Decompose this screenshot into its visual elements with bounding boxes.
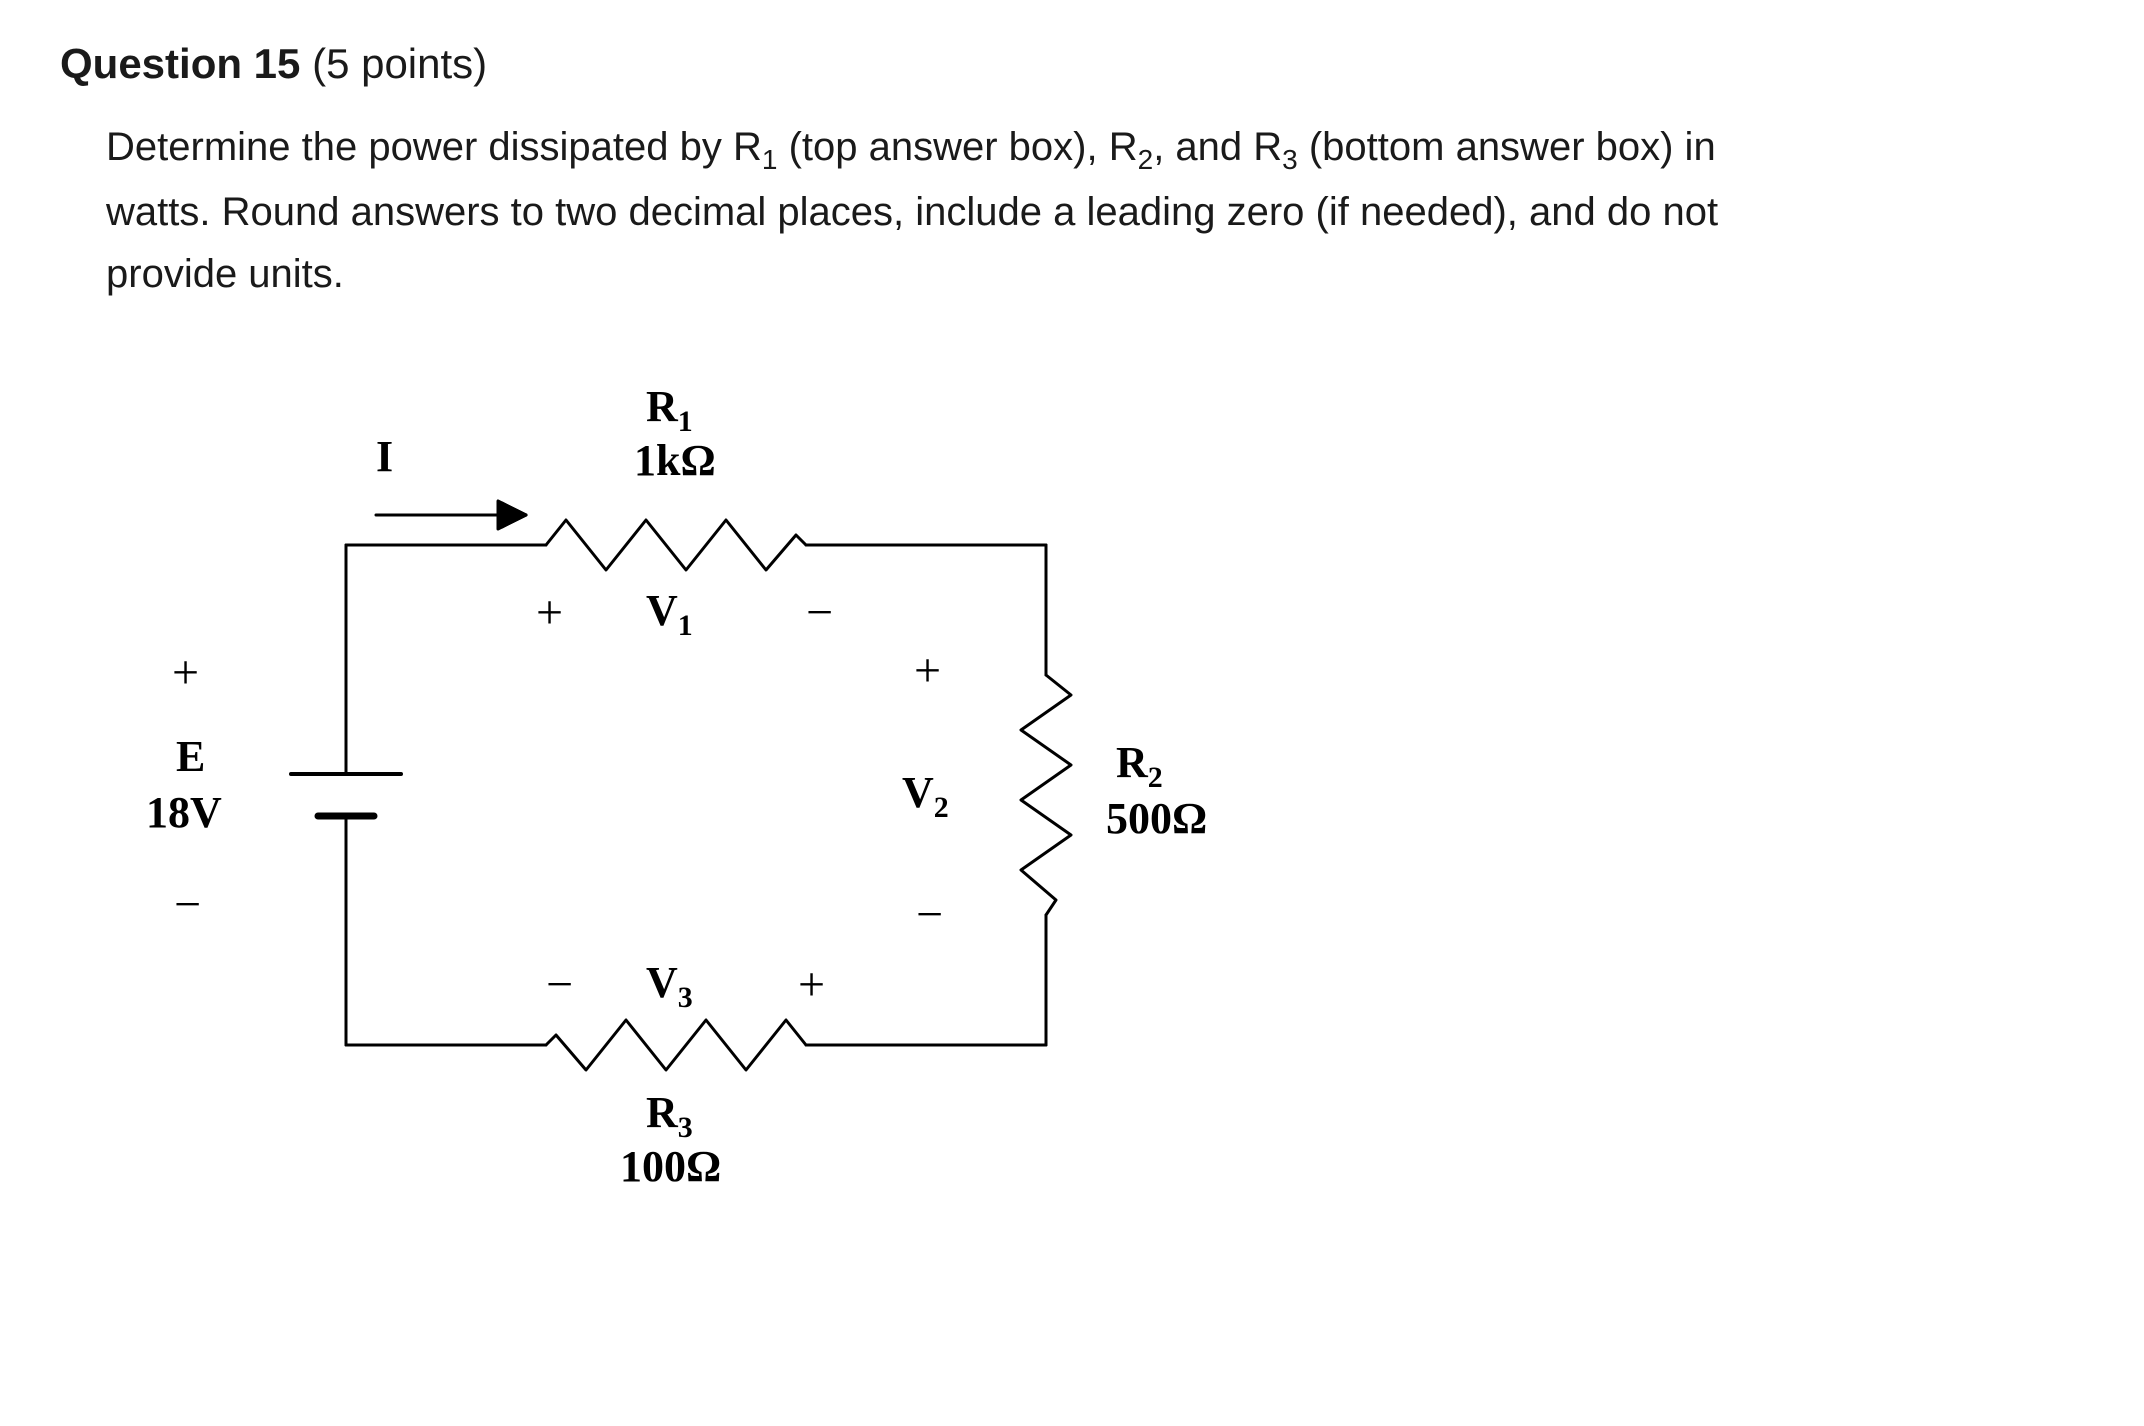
r2-vplus: + <box>914 643 941 698</box>
circuit-diagram: I R1 1kΩ + V1 − + V2 − R2 500Ω − V3 + R3… <box>106 375 1306 1195</box>
r3-name: R3 <box>646 1087 693 1145</box>
question-number: Question 15 <box>60 40 300 87</box>
question-header: Question 15 (5 points) <box>60 40 2084 88</box>
current-arrow <box>376 501 526 529</box>
source-plus: + <box>172 645 199 700</box>
r3-value: 100Ω <box>620 1141 721 1192</box>
r2-value: 500Ω <box>1106 793 1207 844</box>
r1-value: 1kΩ <box>634 435 716 486</box>
question-prompt: Determine the power dissipated by R1 (to… <box>106 116 1784 305</box>
r3-vlabel: V3 <box>646 957 693 1015</box>
r1-name: R1 <box>646 381 693 439</box>
r1-vplus: + <box>536 585 563 640</box>
resistor-r1 <box>546 520 806 570</box>
r3-vplus: + <box>798 957 825 1012</box>
source-minus: − <box>174 877 201 932</box>
r2-vminus: − <box>916 887 943 942</box>
r3-vminus: − <box>546 957 573 1012</box>
source-value: 18V <box>146 787 222 838</box>
r2-name: R2 <box>1116 737 1163 795</box>
r1-vlabel: V1 <box>646 585 693 643</box>
resistor-r3 <box>546 1020 806 1070</box>
resistor-r2 <box>1021 675 1071 915</box>
r1-vminus: − <box>806 585 833 640</box>
source-name: E <box>176 731 205 782</box>
r2-vlabel: V2 <box>902 767 949 825</box>
current-label: I <box>376 431 393 482</box>
question-points: (5 points) <box>312 40 487 87</box>
